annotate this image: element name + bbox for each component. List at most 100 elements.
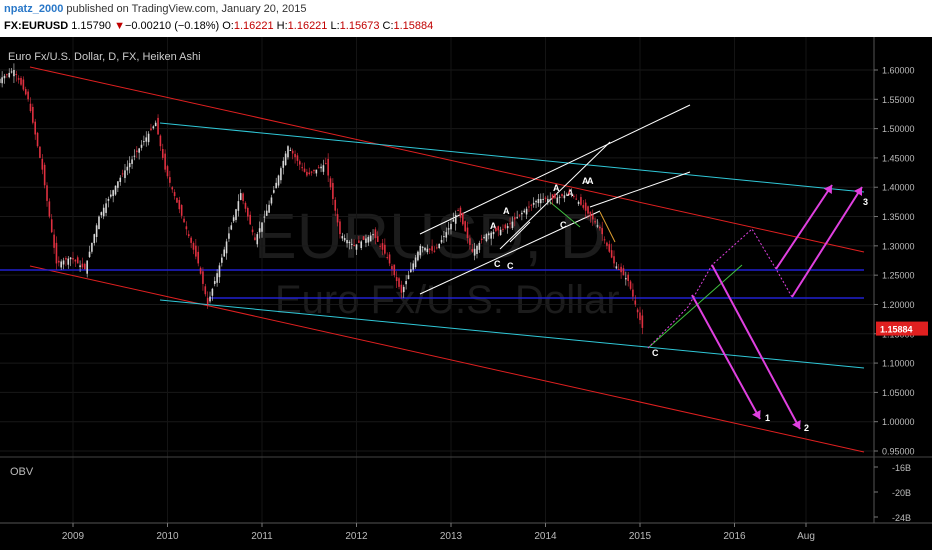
candle-body [483,237,485,239]
candle-body [287,146,289,158]
pattern-orange-line [599,211,616,243]
annotation-label: C [652,348,659,358]
candle-body [480,238,483,240]
price-candles [0,63,644,335]
candle-body [322,165,325,172]
candle-body [428,248,431,250]
candle-body [166,166,169,177]
pattern-line-4 [589,171,691,208]
candle-body [55,242,58,264]
candle-body [249,214,251,225]
candle-body [466,227,469,239]
candle-body [15,74,18,76]
symbol-label: FX:EURUSD [4,20,69,32]
candle-body [464,221,466,232]
candle-body [381,243,384,250]
y-tick-label: 1.10000 [882,359,915,369]
candle-body [469,238,471,245]
candle-body [206,297,209,305]
candle-body [299,161,301,165]
candle-body [261,222,263,232]
candle-body [62,260,65,265]
candle-body [119,177,122,183]
candle-body [528,206,530,208]
candle-body [511,221,514,229]
candle-body [209,296,211,302]
candle-body [539,198,542,204]
candle-body [32,106,34,123]
candle-body [360,241,363,248]
y-tick-label: 1.35000 [882,212,915,222]
candle-body [587,206,589,214]
candle-body [178,200,181,210]
candle-body [459,207,462,218]
candle-body [48,201,51,217]
candle-body [0,78,1,83]
candle-body [91,242,93,252]
candle-body [639,312,641,321]
candle-body [457,209,459,211]
candle-body [86,260,88,274]
projection-green-line [647,264,743,349]
candle-body [525,208,528,215]
x-tick-label: 2009 [62,531,85,542]
candle-body [353,244,355,246]
obv-tick-label: -24B [892,513,911,523]
candle-body [36,132,39,147]
candle-body [386,257,389,259]
candle-body [169,177,171,183]
x-tick-label: 2011 [251,531,273,542]
candle-body [478,242,481,250]
candle-body [263,216,266,218]
candle-body [268,204,270,213]
candle-body [634,300,637,305]
pattern-line-5 [509,221,531,243]
candle-body [247,207,249,217]
y-tick-label: 1.00000 [882,417,915,427]
candle-body [613,256,615,264]
candle-body [176,197,178,203]
candle-body [180,204,183,216]
candle-body [367,237,370,243]
candle-body [24,89,27,95]
candle-body [29,103,32,112]
candle-body [244,202,247,209]
candle-body [412,263,414,270]
candle-body [147,133,150,143]
candle-body [185,226,188,230]
candle-body [284,153,287,166]
candle-body [506,226,509,229]
author-link[interactable]: npatz_2000 [4,3,64,15]
candle-body [563,195,566,199]
candle-body [133,155,136,157]
candle-body [65,257,67,260]
candle-body [76,257,79,264]
candle-body [114,185,117,195]
candle-body [27,91,29,100]
candle-body [575,198,578,200]
candle-body [509,223,511,225]
candle-body [488,233,490,236]
candle-body [532,202,535,205]
candle-body [362,236,365,240]
candle-body [197,251,200,264]
annotation-label: A [582,176,589,186]
candle-body [573,195,575,197]
candle-body [145,137,148,142]
candle-body [537,198,540,204]
candle-body [419,245,422,256]
candle-body [164,153,166,170]
candle-body [273,190,275,193]
candle-body [521,212,523,215]
candle-body [379,245,381,247]
pattern-line-1 [419,104,691,235]
candle-body [53,234,55,248]
candle-body [580,197,582,205]
candle-body [473,248,476,256]
candle-body [121,173,124,175]
candle-body [143,141,145,143]
series-legend: Euro Fx/U.S. Dollar, D, FX, Heiken Ashi [8,51,201,63]
